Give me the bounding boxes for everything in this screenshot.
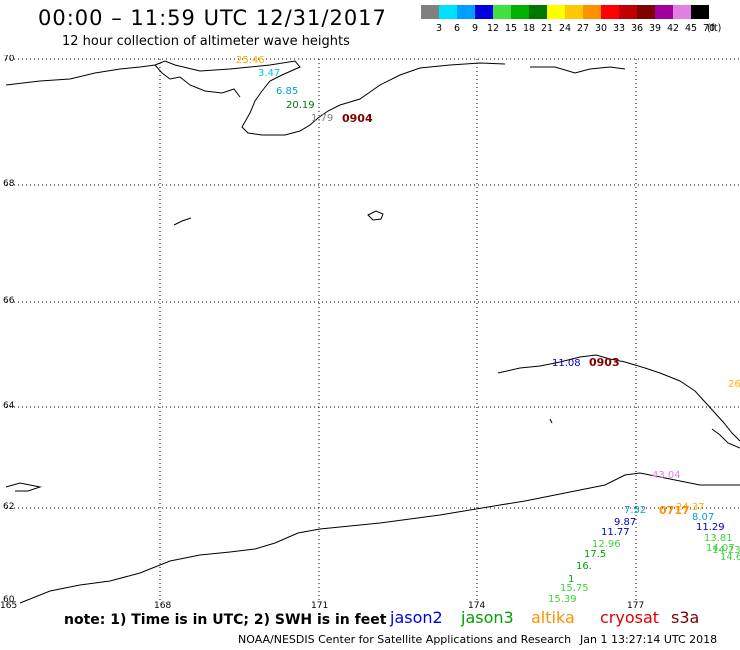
legend-swatch [655, 5, 673, 19]
wave-height-label: 1.79 [311, 113, 333, 124]
legend-swatch [421, 5, 439, 19]
footer-note: note: 1) Time is in UTC; 2) SWH is in fe… [64, 612, 387, 628]
pass-time-label: 0717 [659, 504, 690, 517]
coastline-alaska-southwest [19, 472, 740, 604]
lon-label: 174 [468, 601, 485, 608]
wave-height-label: 11.77 [601, 527, 630, 538]
legend-label: 12 [486, 23, 500, 34]
lat-label: 64 [3, 401, 15, 411]
legend-label: 6 [453, 23, 461, 34]
legend-label: 15 [504, 23, 518, 34]
legend-swatch [439, 5, 457, 19]
legend-swatch [673, 5, 691, 19]
legend-label: 21 [540, 23, 554, 34]
legend-swatch [529, 5, 547, 19]
wave-height-label: 25.46 [236, 55, 265, 66]
legend-swatch [601, 5, 619, 19]
wave-height-label: 11.29 [696, 522, 725, 533]
wave-height-label: 20.19 [286, 100, 315, 111]
wave-height-label: 13.81 [704, 533, 733, 544]
coastline-norton [711, 428, 740, 449]
legend-label: 33 [612, 23, 626, 34]
wave-height-label: 3.47 [258, 68, 280, 79]
legend-label: 70 [702, 23, 716, 34]
coastline-chukotka [5, 60, 506, 136]
wave-height-label: 14.07 [706, 543, 735, 554]
legend-swatch [475, 5, 493, 19]
pass-time-label: 0904 [342, 112, 373, 125]
legend-label: 42 [666, 23, 680, 34]
wave-height-label: 14.23 [712, 545, 740, 556]
footer-credit: NOAA/NESDIS Center for Satellite Applica… [238, 633, 572, 646]
map-title: 00:00 – 11:59 UTC 12/31/2017 [38, 6, 387, 30]
wave-height-label: 6.85 [276, 86, 298, 97]
wave-height-label: 17.5 [584, 549, 606, 560]
coastline-north-shore [530, 66, 626, 74]
legend-swatch [547, 5, 565, 19]
lat-label: 68 [3, 179, 15, 189]
lon-label: 171 [311, 601, 328, 608]
wave-height-label: 15.75 [560, 583, 589, 594]
wave-height-label: 24.37 [676, 502, 705, 513]
satellite-name-altika: altika [531, 608, 575, 627]
island-small [367, 210, 384, 221]
legend-swatch [619, 5, 637, 19]
wave-height-label: 9.87 [614, 517, 636, 528]
lat-label: 70 [3, 55, 15, 64]
wave-height-label: 16. [576, 561, 592, 572]
legend-label: 3 [435, 23, 443, 34]
legend-swatch [493, 5, 511, 19]
legend-swatch [511, 5, 529, 19]
legend-label: 24 [558, 23, 572, 34]
legend-swatch [457, 5, 475, 19]
lon-label: 168 [154, 601, 171, 608]
wave-height-label: 15.39 [548, 594, 577, 605]
lon-label: 177 [627, 601, 644, 608]
legend-swatch [583, 5, 601, 19]
legend-unit: (ft) [707, 23, 722, 34]
legend-label: 30 [594, 23, 608, 34]
wave-height-label: 43.04 [652, 470, 681, 481]
lat-label: 66 [3, 296, 15, 306]
wave-height-label: 1 [568, 574, 574, 585]
satellite-name-s3a: s3a [671, 608, 700, 627]
lat-label: 60 [3, 595, 15, 605]
map-subtitle: 12 hour collection of altimeter wave hei… [62, 34, 350, 49]
coastline-west [5, 482, 42, 492]
legend-swatch [691, 5, 709, 19]
coastline-seward [497, 354, 740, 442]
lat-label: 62 [3, 502, 14, 512]
legend-label: 27 [576, 23, 590, 34]
legend-swatch [637, 5, 655, 19]
coastlines [5, 60, 740, 604]
satellite-name-cryosat: cryosat [600, 608, 660, 627]
coastline-bay [154, 64, 241, 98]
wave-height-label: 26 [728, 379, 740, 390]
pass-time-label: 0903 [589, 356, 620, 369]
island-south [549, 418, 553, 424]
legend-swatch [565, 5, 583, 19]
legend-label: 36 [630, 23, 644, 34]
wave-height-label: 7.52 [624, 505, 646, 516]
footer-timestamp: Jan 1 13:27:14 UTC 2018 [580, 633, 718, 646]
satellite-name-jason2: jason2 [390, 608, 443, 627]
lon-label: 165 [0, 601, 17, 608]
wave-height-label: 11.08 [552, 358, 581, 369]
island-tiny [173, 217, 192, 226]
wave-height-label: 14.63 [720, 552, 740, 563]
satellite-name-jason3: jason3 [461, 608, 514, 627]
wave-height-label: 12.96 [592, 539, 621, 550]
wave-height-label: 8.07 [692, 512, 714, 523]
legend-label: 9 [471, 23, 479, 34]
legend-label: 18 [522, 23, 536, 34]
legend-label: 45 [684, 23, 698, 34]
legend-label: 39 [648, 23, 662, 34]
